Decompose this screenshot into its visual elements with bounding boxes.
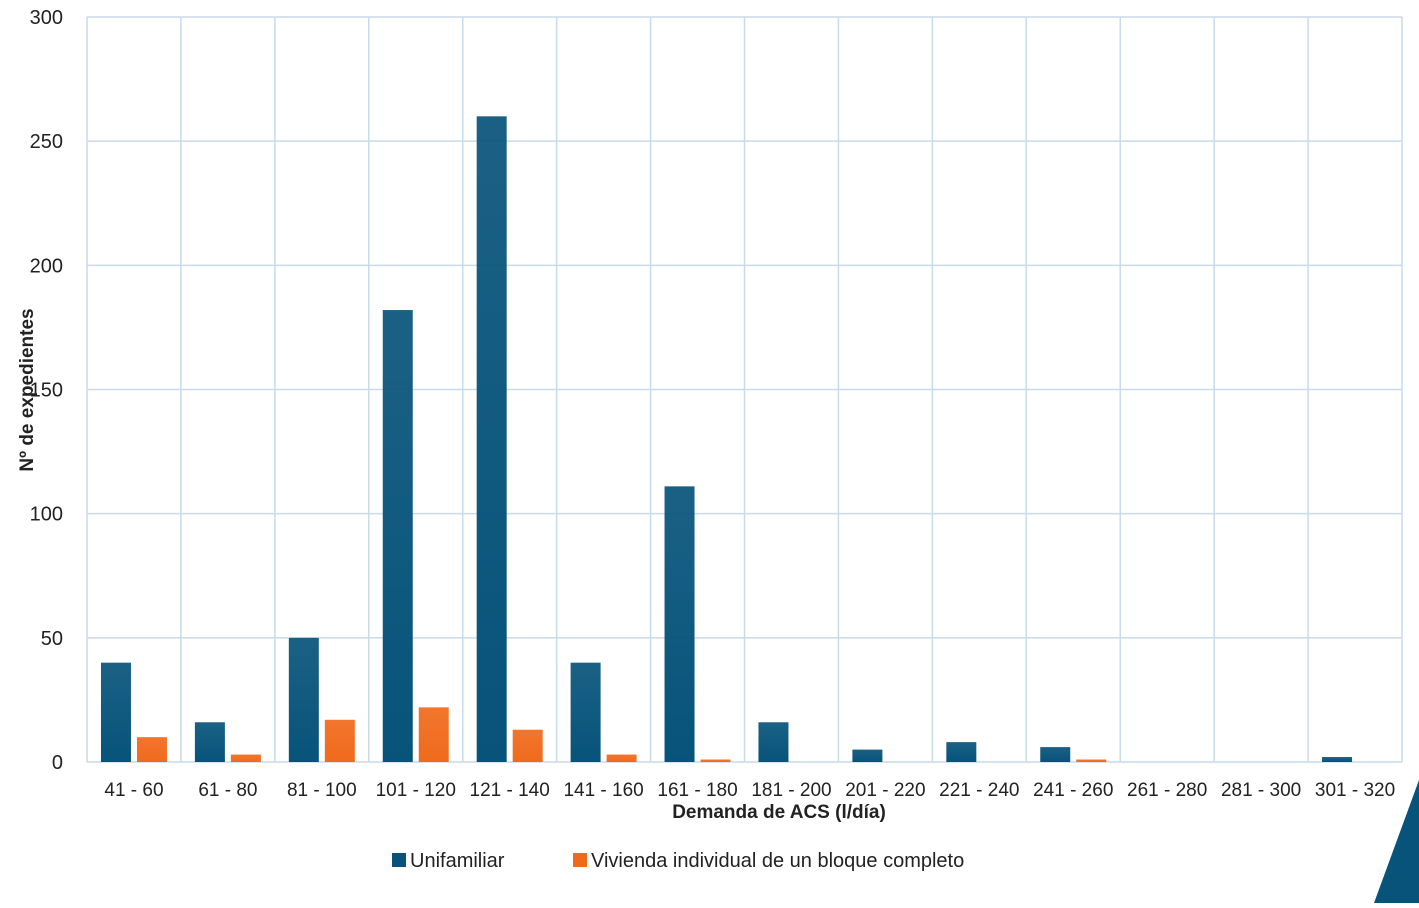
bar-unifamiliar-7 — [758, 722, 789, 762]
y-axis-title: Nº de expedientes — [17, 308, 38, 471]
x-tick-label: 61 - 80 — [198, 780, 257, 801]
x-tick-label: 241 - 260 — [1033, 780, 1113, 801]
y-tick-label: 150 — [30, 380, 63, 402]
legend-swatch — [392, 853, 406, 867]
bar-unifamiliar-1 — [194, 722, 225, 762]
bar-unifamiliar-0 — [100, 662, 131, 762]
bar-unifamiliar-13 — [1322, 757, 1353, 762]
bars — [100, 116, 1353, 763]
x-tick-label: 101 - 120 — [376, 780, 456, 801]
bar-unifamiliar-8 — [852, 749, 883, 762]
bar-unifamiliar-5 — [570, 662, 601, 762]
bar-unifamiliar-6 — [664, 486, 695, 762]
bar-vivienda-bloque-4 — [512, 729, 543, 762]
x-tick-label: 301 - 320 — [1315, 780, 1395, 801]
corner-decoration — [1374, 780, 1419, 903]
legend-swatch — [573, 853, 587, 867]
bar-unifamiliar-2 — [288, 637, 319, 762]
y-tick-label: 250 — [30, 131, 63, 153]
bar-vivienda-bloque-0 — [136, 737, 167, 762]
x-tick-label: 141 - 160 — [563, 780, 643, 801]
legend-label: Vivienda individual de un bloque complet… — [591, 850, 964, 872]
x-tick-label: 161 - 180 — [657, 780, 737, 801]
y-tick-label: 200 — [30, 255, 63, 277]
bar-vivienda-bloque-1 — [230, 754, 261, 762]
bar-vivienda-bloque-10 — [1076, 759, 1107, 762]
x-tick-label: 281 - 300 — [1221, 780, 1301, 801]
x-tick-label: 181 - 200 — [751, 780, 831, 801]
legend-label: Unifamiliar — [410, 850, 505, 872]
legend: Unifamiliar Vivienda individual de un blo… — [392, 850, 964, 872]
tick-labels: 0 50 100 150 200 250 300 41 - 60 61 - 80 81 - 100… — [30, 7, 1396, 801]
y-tick-label: 100 — [30, 504, 63, 526]
x-tick-label: 261 - 280 — [1127, 780, 1207, 801]
x-tick-label: 221 - 240 — [939, 780, 1019, 801]
x-tick-label: 41 - 60 — [104, 780, 163, 801]
y-tick-label: 0 — [52, 752, 63, 774]
x-tick-label: 121 - 140 — [470, 780, 550, 801]
bar-vivienda-bloque-3 — [418, 707, 449, 762]
bar-vivienda-bloque-2 — [324, 719, 355, 762]
bar-vivienda-bloque-5 — [606, 754, 637, 762]
x-tick-label: 81 - 100 — [287, 780, 357, 801]
y-tick-label: 300 — [30, 7, 63, 29]
grid — [86, 16, 1403, 763]
bar-unifamiliar-3 — [382, 310, 413, 762]
x-tick-label: 201 - 220 — [845, 780, 925, 801]
bar-unifamiliar-9 — [946, 742, 977, 762]
bar-vivienda-bloque-6 — [700, 759, 731, 762]
bar-unifamiliar-10 — [1040, 747, 1071, 762]
bar-unifamiliar-4 — [476, 116, 507, 763]
x-axis-title: Demanda de ACS (l/día) — [672, 802, 886, 823]
y-tick-label: 50 — [41, 628, 63, 650]
